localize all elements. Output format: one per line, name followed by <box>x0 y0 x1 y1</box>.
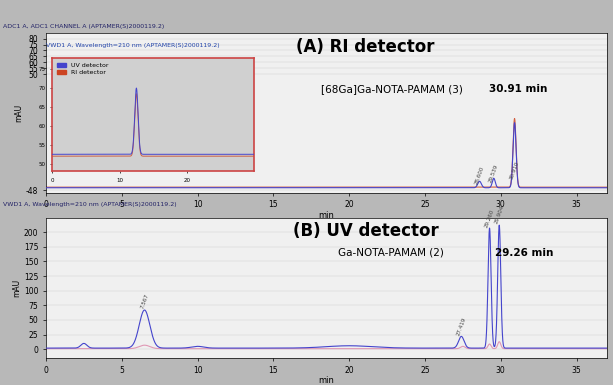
Text: VWD1 A, Wavelength=210 nm (APTAMER(S)2000119.2): VWD1 A, Wavelength=210 nm (APTAMER(S)200… <box>3 202 177 207</box>
Text: (B) UV detector: (B) UV detector <box>293 222 438 240</box>
Text: 29.539: 29.539 <box>488 163 500 183</box>
X-axis label: min: min <box>319 211 334 219</box>
Text: ADC1 A, ADC1 CHANNEL A (APTAMER(S)2000119.2): ADC1 A, ADC1 CHANNEL A (APTAMER(S)200011… <box>3 24 164 29</box>
Y-axis label: mAU: mAU <box>12 279 21 297</box>
Text: 29.260: 29.260 <box>484 208 495 228</box>
Text: 30.91 min: 30.91 min <box>489 84 547 94</box>
Text: 27.419: 27.419 <box>455 316 467 336</box>
Text: (A) RI detector: (A) RI detector <box>297 37 435 55</box>
Text: 29.904: 29.904 <box>493 205 505 224</box>
Text: 30.910: 30.910 <box>509 161 520 181</box>
Text: 29.26 min: 29.26 min <box>495 248 553 258</box>
Text: [68Ga]Ga-NOTA-PAMAM (3): [68Ga]Ga-NOTA-PAMAM (3) <box>321 84 463 94</box>
Text: VWD1 A, Wavelength=210 nm (APTAMER(S)2000119.2): VWD1 A, Wavelength=210 nm (APTAMER(S)200… <box>46 43 219 48</box>
Y-axis label: mAU: mAU <box>14 104 23 122</box>
Text: 28.600: 28.600 <box>474 166 485 186</box>
Legend: UV detector, RI detector: UV detector, RI detector <box>55 61 111 77</box>
X-axis label: min: min <box>319 376 334 385</box>
Text: 7.567: 7.567 <box>140 293 150 310</box>
Text: Ga-NOTA-PAMAM (2): Ga-NOTA-PAMAM (2) <box>338 248 444 258</box>
